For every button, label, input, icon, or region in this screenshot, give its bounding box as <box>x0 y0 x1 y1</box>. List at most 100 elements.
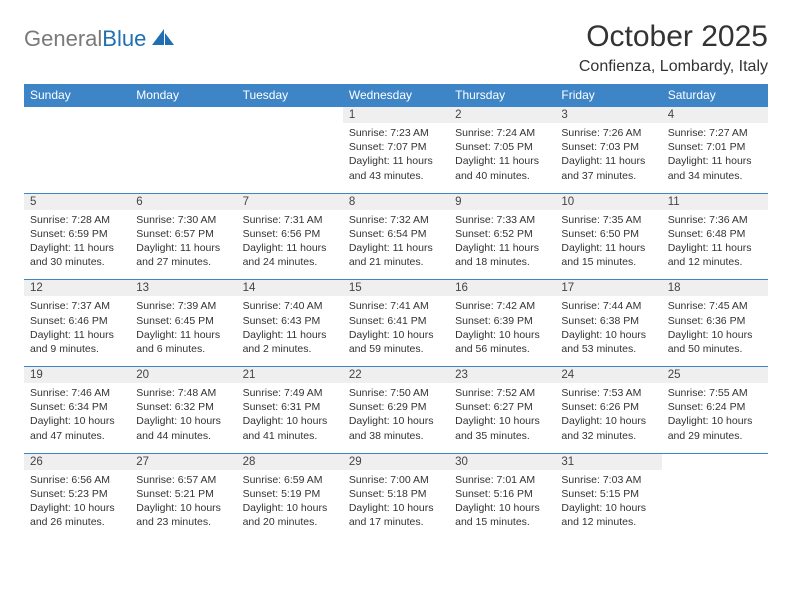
day-number: 26 <box>24 453 130 470</box>
day-cell: Sunrise: 6:57 AMSunset: 5:21 PMDaylight:… <box>130 470 236 540</box>
day-cell: Sunrise: 7:33 AMSunset: 6:52 PMDaylight:… <box>449 210 555 280</box>
day-number: 2 <box>449 107 555 124</box>
sunset-text: Sunset: 7:05 PM <box>455 140 549 154</box>
daylight-text-2: and 12 minutes. <box>561 515 655 529</box>
daylight-text-2: and 41 minutes. <box>243 429 337 443</box>
day-number: 6 <box>130 193 236 210</box>
day-cell <box>662 470 768 540</box>
day-cell: Sunrise: 7:24 AMSunset: 7:05 PMDaylight:… <box>449 123 555 193</box>
sunrise-text: Sunrise: 7:33 AM <box>455 213 549 227</box>
sunset-text: Sunset: 7:07 PM <box>349 140 443 154</box>
daylight-text-1: Daylight: 11 hours <box>136 328 230 342</box>
day-number <box>237 107 343 124</box>
day-cell: Sunrise: 6:56 AMSunset: 5:23 PMDaylight:… <box>24 470 130 540</box>
daylight-text-1: Daylight: 10 hours <box>136 414 230 428</box>
day-cell <box>24 123 130 193</box>
daylight-text-1: Daylight: 11 hours <box>668 154 762 168</box>
day-cell: Sunrise: 7:32 AMSunset: 6:54 PMDaylight:… <box>343 210 449 280</box>
day-cell: Sunrise: 6:59 AMSunset: 5:19 PMDaylight:… <box>237 470 343 540</box>
day-cell: Sunrise: 7:39 AMSunset: 6:45 PMDaylight:… <box>130 296 236 366</box>
daylight-text-2: and 34 minutes. <box>668 169 762 183</box>
day-number: 20 <box>130 367 236 384</box>
daylight-text-2: and 9 minutes. <box>30 342 124 356</box>
day-number: 30 <box>449 453 555 470</box>
daylight-text-1: Daylight: 11 hours <box>455 154 549 168</box>
day-number: 28 <box>237 453 343 470</box>
logo-text: GeneralBlue <box>24 26 146 52</box>
day-cell: Sunrise: 7:26 AMSunset: 7:03 PMDaylight:… <box>555 123 661 193</box>
day-number: 13 <box>130 280 236 297</box>
day-number: 10 <box>555 193 661 210</box>
sunset-text: Sunset: 5:23 PM <box>30 487 124 501</box>
daynum-row: 262728293031 <box>24 453 768 470</box>
daylight-text-1: Daylight: 10 hours <box>668 328 762 342</box>
day-body-row: Sunrise: 7:46 AMSunset: 6:34 PMDaylight:… <box>24 383 768 453</box>
daylight-text-1: Daylight: 10 hours <box>561 328 655 342</box>
day-number: 23 <box>449 367 555 384</box>
sunrise-text: Sunrise: 6:59 AM <box>243 473 337 487</box>
sunset-text: Sunset: 6:34 PM <box>30 400 124 414</box>
sunrise-text: Sunrise: 7:23 AM <box>349 126 443 140</box>
day-cell: Sunrise: 7:35 AMSunset: 6:50 PMDaylight:… <box>555 210 661 280</box>
day-header: Tuesday <box>237 84 343 107</box>
sunset-text: Sunset: 6:54 PM <box>349 227 443 241</box>
daylight-text-2: and 53 minutes. <box>561 342 655 356</box>
daylight-text-2: and 40 minutes. <box>455 169 549 183</box>
daynum-row: 19202122232425 <box>24 367 768 384</box>
day-number <box>24 107 130 124</box>
daylight-text-1: Daylight: 11 hours <box>243 328 337 342</box>
day-number: 17 <box>555 280 661 297</box>
daylight-text-2: and 2 minutes. <box>243 342 337 356</box>
sunrise-text: Sunrise: 7:41 AM <box>349 299 443 313</box>
daynum-row: 567891011 <box>24 193 768 210</box>
day-body-row: Sunrise: 6:56 AMSunset: 5:23 PMDaylight:… <box>24 470 768 540</box>
day-cell: Sunrise: 7:44 AMSunset: 6:38 PMDaylight:… <box>555 296 661 366</box>
day-number: 24 <box>555 367 661 384</box>
daylight-text-2: and 44 minutes. <box>136 429 230 443</box>
sunset-text: Sunset: 5:16 PM <box>455 487 549 501</box>
daylight-text-1: Daylight: 11 hours <box>561 241 655 255</box>
day-header: Saturday <box>662 84 768 107</box>
sunrise-text: Sunrise: 7:49 AM <box>243 386 337 400</box>
daylight-text-2: and 29 minutes. <box>668 429 762 443</box>
daylight-text-2: and 59 minutes. <box>349 342 443 356</box>
day-cell: Sunrise: 7:01 AMSunset: 5:16 PMDaylight:… <box>449 470 555 540</box>
logo: GeneralBlue <box>24 26 176 52</box>
day-number: 25 <box>662 367 768 384</box>
daylight-text-1: Daylight: 10 hours <box>455 501 549 515</box>
sunset-text: Sunset: 7:03 PM <box>561 140 655 154</box>
sunrise-text: Sunrise: 6:57 AM <box>136 473 230 487</box>
day-cell <box>237 123 343 193</box>
daylight-text-1: Daylight: 10 hours <box>30 501 124 515</box>
day-number: 15 <box>343 280 449 297</box>
logo-part2: Blue <box>102 26 146 51</box>
day-number: 5 <box>24 193 130 210</box>
sunrise-text: Sunrise: 7:44 AM <box>561 299 655 313</box>
day-cell: Sunrise: 7:37 AMSunset: 6:46 PMDaylight:… <box>24 296 130 366</box>
day-header: Friday <box>555 84 661 107</box>
sunset-text: Sunset: 6:56 PM <box>243 227 337 241</box>
day-header: Sunday <box>24 84 130 107</box>
sunset-text: Sunset: 6:46 PM <box>30 314 124 328</box>
daylight-text-1: Daylight: 10 hours <box>30 414 124 428</box>
day-number: 21 <box>237 367 343 384</box>
sunset-text: Sunset: 6:50 PM <box>561 227 655 241</box>
sunset-text: Sunset: 6:48 PM <box>668 227 762 241</box>
sunset-text: Sunset: 6:24 PM <box>668 400 762 414</box>
daylight-text-1: Daylight: 10 hours <box>561 501 655 515</box>
day-cell: Sunrise: 7:27 AMSunset: 7:01 PMDaylight:… <box>662 123 768 193</box>
day-cell: Sunrise: 7:48 AMSunset: 6:32 PMDaylight:… <box>130 383 236 453</box>
sunset-text: Sunset: 6:26 PM <box>561 400 655 414</box>
sunrise-text: Sunrise: 7:39 AM <box>136 299 230 313</box>
sunrise-text: Sunrise: 7:48 AM <box>136 386 230 400</box>
calendar-table: Sunday Monday Tuesday Wednesday Thursday… <box>24 84 768 539</box>
sunrise-text: Sunrise: 7:46 AM <box>30 386 124 400</box>
sunrise-text: Sunrise: 7:27 AM <box>668 126 762 140</box>
day-number: 9 <box>449 193 555 210</box>
sunrise-text: Sunrise: 7:40 AM <box>243 299 337 313</box>
sunrise-text: Sunrise: 7:53 AM <box>561 386 655 400</box>
location: Confienza, Lombardy, Italy <box>579 58 768 76</box>
day-number: 11 <box>662 193 768 210</box>
sunset-text: Sunset: 6:39 PM <box>455 314 549 328</box>
daylight-text-2: and 37 minutes. <box>561 169 655 183</box>
